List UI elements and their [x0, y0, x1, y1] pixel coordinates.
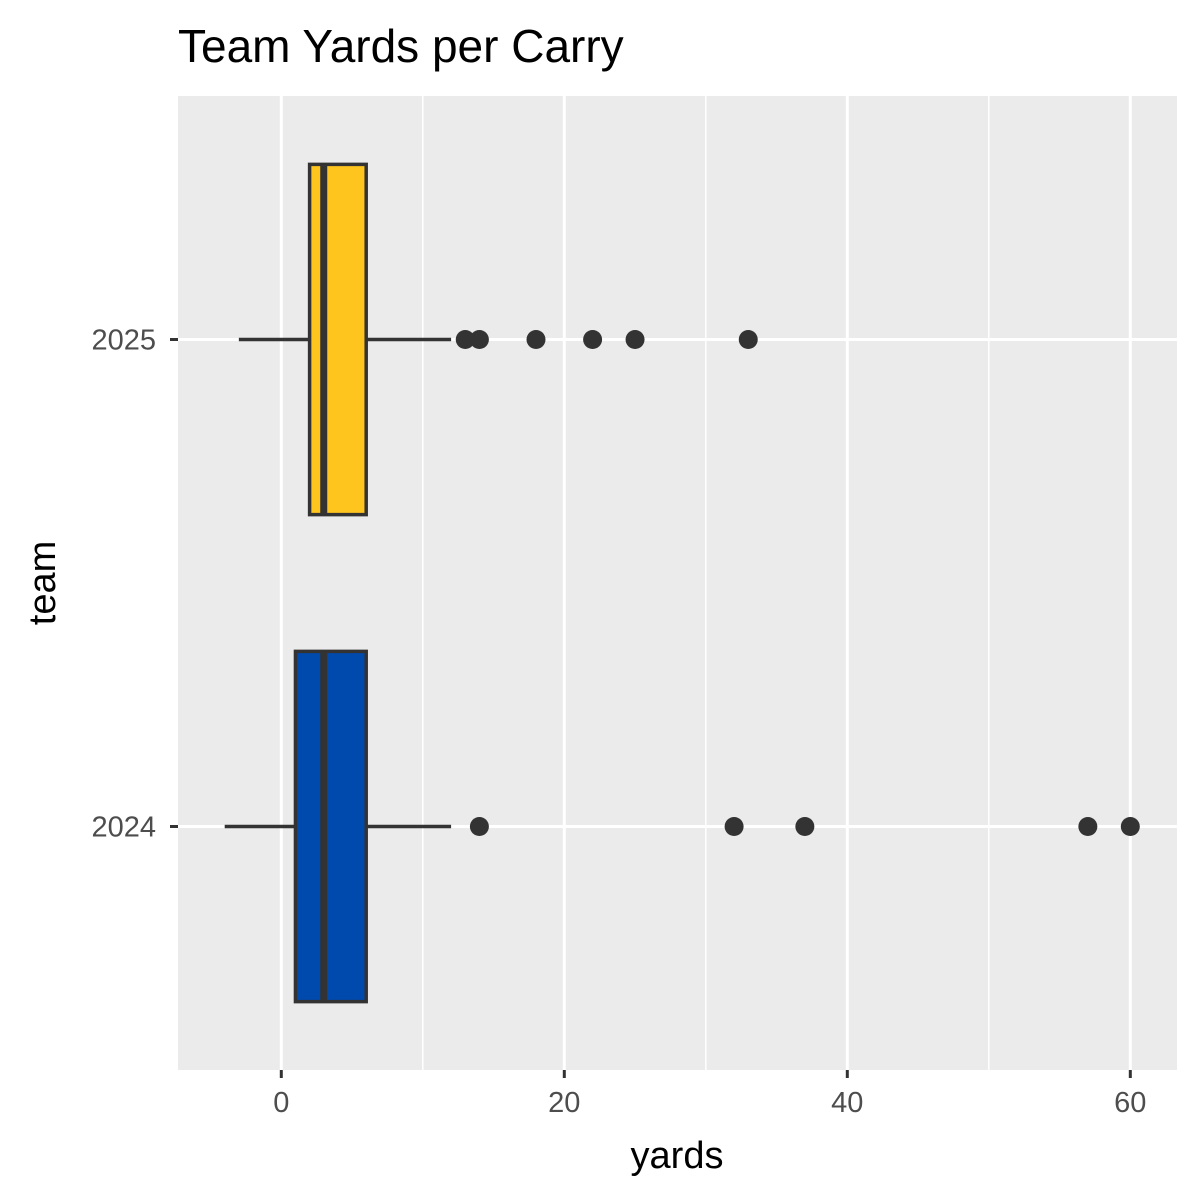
- x-axis: 0 20 40 60: [273, 1070, 1146, 1119]
- box-2025: [238, 162, 758, 517]
- y-tick-label: 2025: [91, 325, 156, 357]
- outlier-point: [738, 330, 758, 349]
- chart-title: Team Yards per Carry: [178, 20, 624, 72]
- x-tick-label: 40: [831, 1087, 863, 1119]
- minor-gridlines: [422, 96, 990, 1070]
- outlier-point: [625, 330, 645, 349]
- outlier-point: [724, 817, 744, 836]
- outlier-point: [1120, 817, 1140, 836]
- x-axis-title: yards: [631, 1135, 724, 1177]
- box-2024: [224, 649, 1140, 1004]
- x-tick-label: 60: [1114, 1087, 1146, 1119]
- box-iqr: [293, 649, 368, 1004]
- outlier-point: [469, 817, 489, 836]
- outlier-point: [1078, 817, 1098, 836]
- box-iqr: [307, 162, 368, 517]
- y-axis: 2025 2024: [91, 325, 178, 844]
- y-tick-label: 2024: [91, 812, 156, 844]
- x-tick-label: 20: [548, 1087, 580, 1119]
- outlier-point: [583, 330, 603, 349]
- outlier-point: [455, 330, 475, 349]
- box-series: [224, 162, 1140, 1004]
- outlier-point: [795, 817, 815, 836]
- x-tick-label: 0: [273, 1087, 289, 1119]
- outlier-point: [526, 330, 546, 349]
- y-axis-title: team: [22, 541, 64, 625]
- outlier-point: [469, 330, 489, 349]
